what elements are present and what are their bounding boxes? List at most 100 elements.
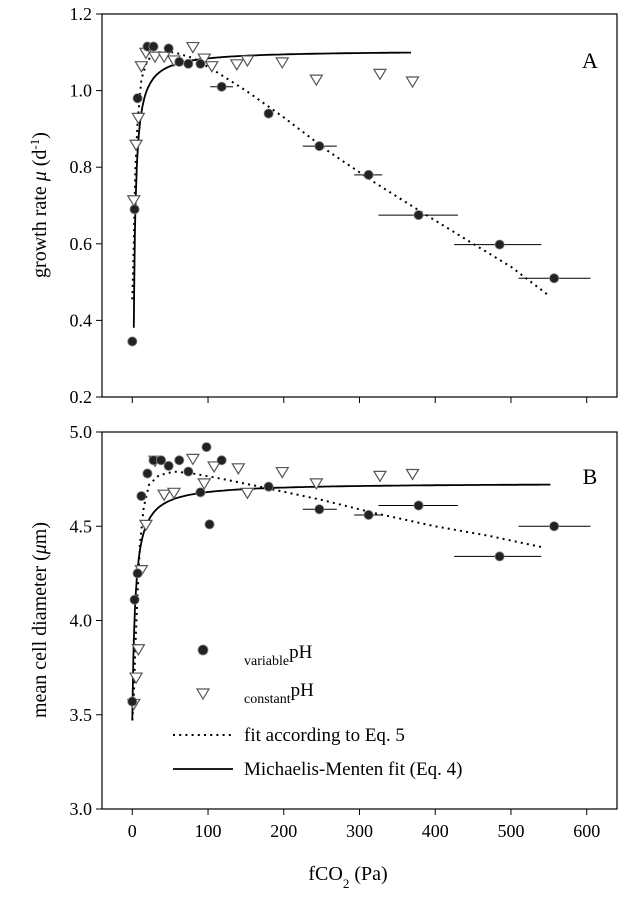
constant-ph-point: [309, 74, 324, 87]
constant-ph-point: [129, 139, 144, 152]
constant-ph-point: [129, 672, 144, 685]
y-tick-label: 5.0: [70, 422, 93, 442]
constant-ph-point: [275, 57, 290, 70]
variable-ph-point: [183, 58, 194, 69]
fits-b: [131, 470, 551, 721]
variable-ph-point: [156, 455, 167, 466]
variable-ph-point: [314, 504, 325, 515]
panel-a: growth rate μ (d-1) A 0.2 0.4 0.6 0.8 1.0 1.2: [27, 4, 618, 407]
ticks-b: 0 100 200 300 400 500 600 3.0 3.5 4.0 4.5 5.0: [70, 422, 601, 841]
constant-ph-point: [405, 76, 420, 89]
constant-ph-point: [240, 55, 255, 68]
variable-ph-point: [494, 239, 505, 250]
x-tick-label: 100: [195, 821, 222, 841]
svg-text:mean cell diameter (μm): mean cell diameter (μm): [29, 522, 51, 718]
variable-ph-point: [216, 455, 227, 466]
variable-ph-point: [549, 273, 560, 284]
constant-ph-point: [372, 68, 388, 81]
y-tick-label: 0.8: [70, 157, 93, 177]
variable-ph-point: [549, 521, 560, 532]
fit-eq5-line: [131, 470, 542, 721]
constant-ph-point: [126, 195, 141, 207]
panel-label-a: A: [582, 48, 598, 73]
y-tick-label: 3.0: [70, 799, 93, 819]
panel-label-b: B: [583, 464, 598, 489]
variable-ph-point: [142, 468, 153, 479]
variable-ph-point: [195, 487, 206, 498]
variable-ph-point: [494, 551, 505, 562]
constant-ph-point: [197, 478, 212, 491]
variable-ph-point: [216, 81, 227, 92]
legend: variablepH constantpH fit according to E…: [173, 642, 462, 780]
variable-ph-point: [136, 491, 147, 502]
variable-ph-point: [314, 141, 325, 152]
variable-ph-point: [363, 509, 374, 520]
variable-ph-point: [183, 466, 194, 477]
constant-ph-point: [138, 519, 153, 532]
x-tick-label: 600: [573, 821, 600, 841]
legend-item-eq5: fit according to Eq. 5: [173, 725, 405, 746]
legend-item-variable: variablepH: [197, 642, 313, 669]
fit-mm-line: [132, 51, 411, 328]
legend-marker-variable: [197, 644, 209, 656]
constant-ph-point: [405, 468, 420, 481]
variable-ph-point: [132, 93, 143, 104]
legend-item-constant: constantpH: [195, 680, 314, 707]
points-a: [126, 41, 560, 347]
constant-ph-point: [157, 51, 172, 64]
variable-ph-point: [163, 460, 174, 471]
constant-ph-point: [185, 41, 200, 54]
y-tick-label: 3.5: [70, 705, 93, 725]
variable-ph-point: [201, 442, 212, 453]
constant-ph-point: [131, 644, 146, 656]
points-b: [126, 442, 560, 711]
constant-ph-point: [131, 112, 146, 125]
constant-ph-point: [309, 478, 324, 491]
legend-item-mm: Michaelis-Menten fit (Eq. 4): [173, 759, 462, 780]
variable-ph-point: [127, 696, 138, 707]
constant-ph-point: [372, 470, 388, 483]
constant-ph-point: [185, 453, 200, 466]
y-tick-label: 1.2: [70, 4, 93, 24]
variable-ph-point: [129, 204, 140, 215]
x-axis-label: fCO2 (Pa): [308, 863, 387, 891]
y-axis-label-a: growth rate μ (d-1): [27, 132, 52, 278]
variable-ph-point: [129, 594, 140, 605]
variable-ph-point: [174, 455, 185, 466]
constant-ph-point: [166, 487, 182, 500]
constant-ph-point: [204, 61, 219, 73]
constant-ph-point: [229, 59, 244, 71]
y-tick-label: 1.0: [70, 81, 93, 101]
panel-b: mean cell diameter (μm) B 0 100 200 300 400 5…: [29, 422, 618, 841]
ticks-a: 0.2 0.4 0.6 0.8 1.0 1.2: [70, 4, 588, 407]
variable-ph-point: [195, 58, 206, 69]
fits-a: [131, 51, 550, 328]
variable-ph-point: [132, 568, 143, 579]
x-tick-label: 500: [497, 821, 524, 841]
variable-ph-point: [163, 43, 174, 54]
y-tick-label: 4.5: [70, 516, 93, 536]
legend-label-mm: Michaelis-Menten fit (Eq. 4): [244, 759, 462, 780]
variable-ph-point: [148, 41, 159, 52]
legend-marker-constant: [195, 688, 211, 701]
svg-text:growth rate μ (d-1): growth rate μ (d-1): [27, 132, 52, 278]
legend-label-constant: constantpH: [244, 680, 314, 707]
constant-ph-point: [147, 51, 163, 64]
variable-ph-point: [127, 336, 138, 347]
x-tick-label: 400: [422, 821, 449, 841]
constant-ph-point: [231, 463, 246, 475]
y-tick-label: 0.6: [70, 234, 93, 254]
variable-ph-point: [174, 56, 185, 67]
variable-ph-point: [263, 108, 274, 119]
constant-ph-point: [207, 461, 222, 474]
x-tick-label: 200: [270, 821, 297, 841]
legend-label-variable: variablepH: [244, 642, 313, 669]
constant-ph-point: [240, 487, 255, 500]
constant-ph-point: [275, 466, 290, 479]
y-axis-label-b: mean cell diameter (μm): [29, 522, 51, 718]
variable-ph-point: [413, 500, 424, 511]
x-tick-label: 0: [128, 821, 137, 841]
legend-label-eq5: fit according to Eq. 5: [244, 725, 405, 746]
y-tick-label: 0.4: [70, 310, 93, 330]
y-tick-label: 0.2: [70, 387, 93, 407]
